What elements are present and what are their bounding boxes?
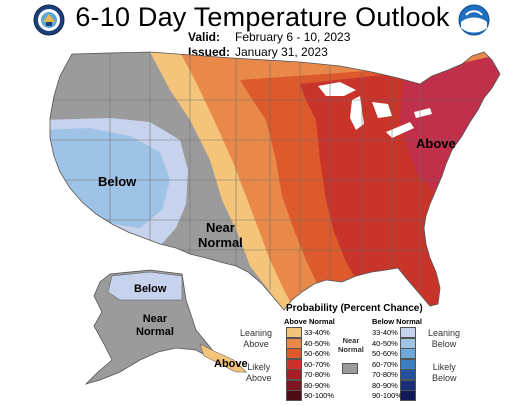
legend-below-label-2: 50-60% xyxy=(372,349,398,358)
legend-likely-below-2: Below xyxy=(432,373,457,383)
legend-above-swatch-0 xyxy=(286,327,302,338)
valid-label: Valid: xyxy=(188,30,221,44)
label-near-normal-line1: Near xyxy=(205,220,235,235)
legend-below-swatch-1 xyxy=(400,337,416,349)
label-below-west: Below xyxy=(98,174,137,189)
legend-likely-below: Likely Below xyxy=(432,362,457,384)
label-alaska-below: Below xyxy=(134,283,167,295)
label-alaska-above: Above xyxy=(214,358,248,370)
legend-above-swatch-4 xyxy=(286,369,302,380)
legend-leaning-below-2: Below xyxy=(431,339,457,349)
label-alaska-near-line2: Normal xyxy=(136,326,174,338)
legend-above-label-3: 60-70% xyxy=(304,359,330,369)
legend-below-swatch-3 xyxy=(400,358,416,370)
page-title: 6-10 Day Temperature Outlook xyxy=(75,2,450,32)
noaa-logo-icon xyxy=(458,4,490,36)
legend-above-header: Above Normal xyxy=(284,317,335,326)
lake-michigan xyxy=(350,96,364,130)
legend-title: Probability (Percent Chance) xyxy=(286,303,423,314)
legend-leaning-above-2: Above xyxy=(243,339,269,349)
valid-issued-block: Valid: February 6 - 10, 2023 Issued: Janua… xyxy=(188,30,350,60)
legend-near-1: Near xyxy=(342,336,360,345)
legend-below-label-6: 90-100% xyxy=(372,391,403,400)
label-above-east: Above xyxy=(416,136,456,151)
legend-leaning-below-1: Leaning xyxy=(428,328,461,338)
lake-erie xyxy=(386,122,414,138)
legend-likely-below-1: Likely xyxy=(432,362,456,372)
legend-leaning-above-1: Leaning xyxy=(240,328,273,338)
legend-above-swatch-5 xyxy=(286,379,302,391)
legend-above-label-1: 40-50% xyxy=(304,338,330,348)
legend-below-label-1: 40-50% xyxy=(372,338,398,348)
alaska xyxy=(84,269,248,385)
label-alaska-near-line1: Near xyxy=(142,313,168,325)
legend-above-label-4: 70-80% xyxy=(304,370,330,379)
legend-above-swatch-3 xyxy=(286,358,302,370)
legend-below-label-4: 70-80% xyxy=(372,370,398,379)
legend-likely-above-1: Likely xyxy=(247,362,271,372)
conus-outline xyxy=(49,51,501,311)
legend-leaning-above: Leaning Above xyxy=(240,328,272,350)
label-near-normal-conus: Near Normal xyxy=(198,220,243,250)
legend-near-2: Normal xyxy=(338,345,364,354)
legend-leaning-below: Leaning Below xyxy=(428,328,460,350)
legend-above-swatch-6 xyxy=(286,390,302,401)
lake-ontario xyxy=(414,108,432,118)
legend-near-normal-label: Near Normal xyxy=(338,336,364,354)
issued-value: January 31, 2023 xyxy=(235,45,328,59)
lake-superior xyxy=(318,82,356,96)
legend-above-label-0: 33-40% xyxy=(304,328,330,337)
legend-near-normal-swatch xyxy=(342,363,358,374)
state-borders xyxy=(50,54,500,292)
legend-below-swatch-0 xyxy=(400,327,416,338)
lake-huron xyxy=(372,102,392,118)
legend-likely-above-2: Above xyxy=(246,373,272,383)
doc-seal-icon xyxy=(33,4,65,36)
label-alaska-near-normal: Near Normal xyxy=(136,313,174,339)
legend-below-swatch-6 xyxy=(400,390,416,401)
legend-below-swatch-2 xyxy=(400,348,416,359)
legend-above-swatch-2 xyxy=(286,348,302,359)
legend-above-label-2: 50-60% xyxy=(304,349,330,358)
legend-below-swatch-4 xyxy=(400,369,416,380)
legend-below-label-0: 33-40% xyxy=(372,328,398,337)
legend-below-swatch-5 xyxy=(400,379,416,391)
legend-above-swatch-1 xyxy=(286,337,302,349)
legend-below-label-3: 60-70% xyxy=(372,359,398,369)
valid-value: February 6 - 10, 2023 xyxy=(235,30,351,44)
legend-above-label-6: 90-100% xyxy=(304,391,335,400)
legend-likely-above: Likely Above xyxy=(246,362,272,384)
label-near-normal-line2: Normal xyxy=(198,235,243,250)
legend-below-header: Below Normal xyxy=(372,317,423,326)
legend-above-label-5: 80-90% xyxy=(304,380,330,390)
legend-below-label-5: 80-90% xyxy=(372,380,398,390)
